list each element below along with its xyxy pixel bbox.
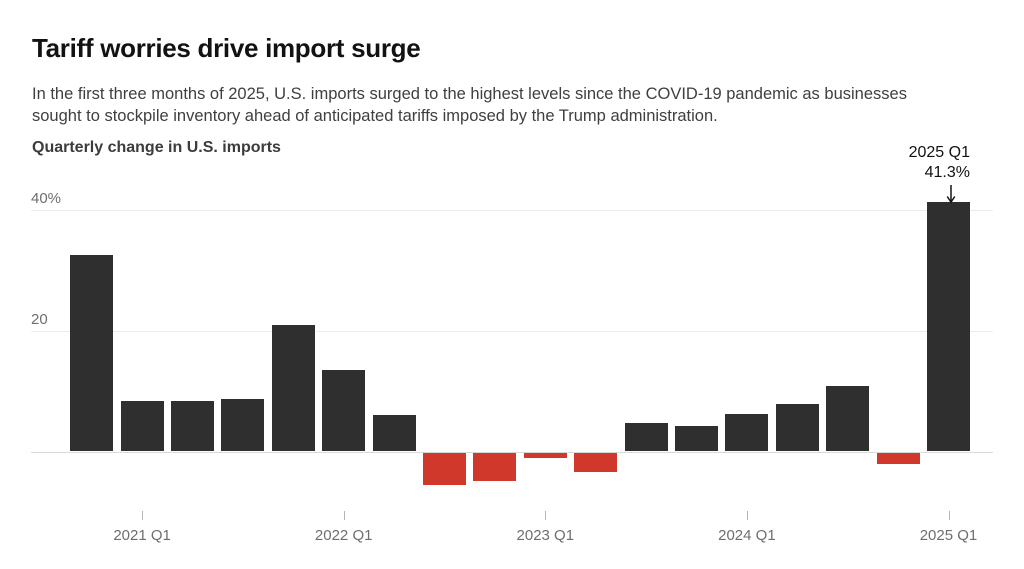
bar-2023-q1	[523, 453, 567, 458]
bar-2023-q3	[624, 423, 668, 452]
x-axis-tick-2025-q1	[948, 511, 950, 520]
x-axis-tick-2023-q1	[545, 511, 547, 520]
annotation-value: 41.3%	[924, 164, 970, 181]
bar-2021-q4	[271, 325, 315, 452]
x-axis-label-2025-q1: 2025 Q1	[919, 527, 978, 544]
x-axis-label-2023-q1: 2023 Q1	[516, 527, 575, 544]
zero-baseline	[31, 451, 993, 453]
y-axis-label-20: 20	[31, 310, 48, 328]
bar-2022-q3	[423, 453, 466, 486]
bar-2023-q2	[574, 453, 618, 473]
annotation-quarter: 2025 Q1	[908, 144, 970, 161]
bar-2024-q3	[826, 386, 870, 452]
bar-2021-q2	[171, 400, 214, 452]
y-axis-label-40: 40%	[31, 189, 62, 207]
subtitle-line-2: sought to stockpile inventory ahead of a…	[32, 106, 718, 125]
bar-2022-q2	[372, 415, 416, 452]
annotation-callout: 2025 Q1 41.3%	[909, 143, 970, 183]
bar-2024-q4	[876, 453, 920, 464]
chart-subtitle: In the first three months of 2025, U.S. …	[32, 84, 972, 127]
bar-2022-q4	[473, 453, 517, 481]
arrow-down-icon	[946, 185, 956, 204]
bar-2025-q1	[927, 201, 970, 452]
page-title: Tariff worries drive import surge	[32, 33, 421, 63]
subtitle-line-1: In the first three months of 2025, U.S. …	[32, 85, 907, 103]
x-axis-label-2022-q1: 2022 Q1	[314, 527, 373, 544]
bar-2021-q3	[221, 398, 265, 452]
x-axis-tick-2024-q1	[746, 511, 748, 520]
bar-2020-q4	[70, 255, 114, 452]
bar-2024-q2	[775, 404, 819, 452]
x-axis-label-2021-q1: 2021 Q1	[113, 527, 171, 544]
gridline-40	[31, 209, 993, 211]
bar-2022-q1	[322, 370, 366, 452]
bar-2021-q1	[120, 401, 164, 452]
x-axis-label-2024-q1: 2024 Q1	[718, 527, 776, 544]
gridline-20	[31, 330, 993, 332]
bar-2023-q4	[675, 426, 718, 452]
x-axis-tick-2021-q1	[142, 511, 144, 520]
bar-2024-q1	[725, 413, 769, 452]
x-axis-tick-2022-q1	[343, 511, 345, 520]
chart-kicker: Quarterly change in U.S. imports	[32, 139, 281, 156]
